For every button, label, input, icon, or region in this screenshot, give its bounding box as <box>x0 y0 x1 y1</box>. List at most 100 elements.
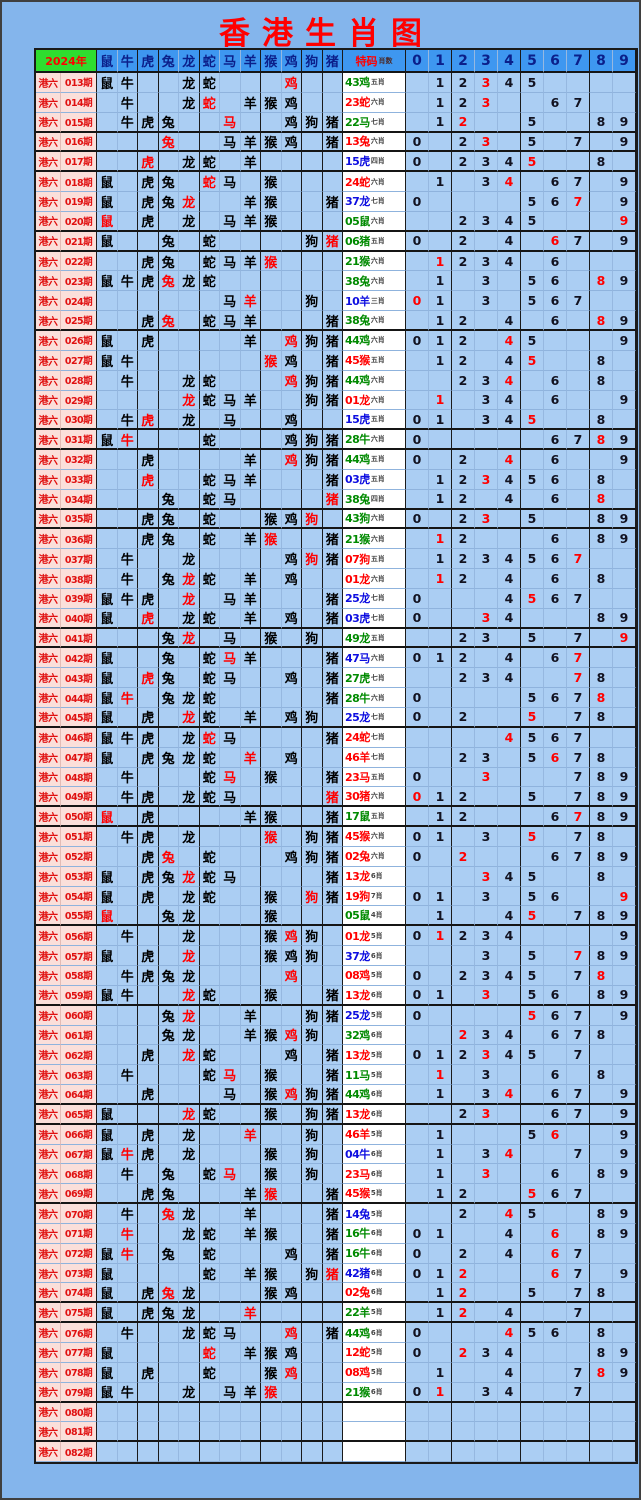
zodiac-cell: 兔 <box>158 311 179 331</box>
digit-cell <box>429 370 452 391</box>
digit-cell <box>521 1144 544 1165</box>
zodiac-cell <box>117 1283 138 1304</box>
zodiac-cell <box>97 112 118 133</box>
zodiac-cell <box>158 1263 179 1284</box>
zodiac-cell: 鸡 <box>281 1283 302 1304</box>
zodiac-cell: 羊 <box>240 469 261 490</box>
digit-cell: 2 <box>452 1025 475 1046</box>
zodiac-cell <box>220 1223 241 1244</box>
zodiac-cell: 蛇 <box>199 1323 220 1343</box>
zodiac-cell <box>117 132 138 153</box>
zodiac-cell <box>240 1442 261 1463</box>
zodiac-cell <box>179 251 200 272</box>
zodiac-cell: 猪 <box>322 489 343 510</box>
zodiac-cell: 狗 <box>302 1263 323 1284</box>
special-cell: 03虎 七肖 <box>343 608 406 629</box>
zodiac-cell: 羊 <box>240 569 261 589</box>
zodiac-cell: 狗 <box>302 946 323 966</box>
zodiac-cell <box>281 1204 302 1224</box>
digit-cell: 3 <box>475 211 498 232</box>
xiao-count-label: 七肖 <box>370 753 385 762</box>
zodiac-cell: 鸡 <box>281 330 302 351</box>
digit-cell: 3 <box>475 291 498 312</box>
digit-cell <box>567 73 590 93</box>
special-cell: 42猪 6肖 <box>343 1263 406 1284</box>
digit-cell: 5 <box>521 985 544 1006</box>
xiao-count-label: 七肖 <box>370 613 385 622</box>
zodiac-cell <box>240 1065 261 1086</box>
digit-cell <box>567 1343 590 1363</box>
zodiac-cell <box>261 1422 282 1443</box>
digit-cell <box>590 291 613 312</box>
zodiac-cell: 牛 <box>117 1243 138 1264</box>
digit-cell <box>613 1283 636 1304</box>
table-row: 港六 036期虎兔蛇羊猴猪 21猴 六肖 1 2 6 8 9 <box>36 529 636 550</box>
zodiac-cell: 猪 <box>322 1243 343 1264</box>
period-cell: 024期 <box>61 291 97 312</box>
digit-cell <box>475 708 498 728</box>
digit-cell <box>452 886 475 907</box>
digit-cell <box>521 1164 544 1185</box>
zodiac-cell: 龙 <box>179 370 200 391</box>
digit-cell: 6 <box>544 1223 567 1244</box>
xiao-count-label: 七肖 <box>370 197 385 206</box>
digit-cell <box>452 985 475 1006</box>
digit-cell <box>590 1085 613 1105</box>
zodiac-cell <box>179 648 200 669</box>
zodiac-cell: 蛇 <box>199 1045 220 1066</box>
zodiac-cell: 羊 <box>240 1382 261 1403</box>
digit-cell <box>567 1164 590 1185</box>
digit-cell <box>521 1343 544 1363</box>
special-number: 13龙 <box>345 1048 370 1062</box>
xiao-count-label: 5肖 <box>370 1189 383 1198</box>
digit-cell: 4 <box>498 390 521 411</box>
zodiac-cell: 鼠 <box>97 1124 118 1145</box>
zodiac-cell <box>220 350 241 371</box>
digit-header-cell: 4 <box>498 50 521 73</box>
zodiac-cell <box>240 787 261 808</box>
zodiac-cell: 鼠 <box>97 1104 118 1125</box>
zodiac-cell: 兔 <box>158 529 179 550</box>
zodiac-cell <box>97 1422 118 1443</box>
digit-cell <box>590 1442 613 1463</box>
zodiac-cell <box>117 1184 138 1205</box>
zodiac-cell: 兔 <box>158 172 179 193</box>
table-row: 港六 043期鼠虎兔蛇马鸡猪 27虎 七肖 2 3 4 7 8 <box>36 668 636 689</box>
zodiac-cell: 兔 <box>158 965 179 986</box>
digit-cell: 6 <box>544 430 567 451</box>
zodiac-cell <box>117 192 138 212</box>
special-number: 13龙 <box>345 870 370 884</box>
row-prefix-cell: 港六 <box>36 767 61 788</box>
digit-cell: 4 <box>498 549 521 570</box>
digit-cell <box>544 708 567 728</box>
zodiac-cell: 猪 <box>322 132 343 153</box>
digit-cell <box>544 152 567 173</box>
zodiac-cell <box>220 92 241 113</box>
digit-cell: 2 <box>452 1104 475 1125</box>
zodiac-cell <box>281 588 302 609</box>
special-number: 17鼠 <box>345 810 370 824</box>
zodiac-cell: 羊 <box>240 588 261 609</box>
zodiac-cell <box>281 866 302 887</box>
zodiac-cell: 蛇 <box>199 370 220 391</box>
xiao-count-label: 5肖 <box>370 1070 383 1079</box>
digit-cell: 9 <box>613 1343 636 1363</box>
zodiac-cell <box>220 1005 241 1026</box>
zodiac-cell: 羊 <box>240 1343 261 1363</box>
period-cell: 072期 <box>61 1243 97 1264</box>
digit-cell <box>590 628 613 649</box>
xiao-count-label: 六肖 <box>370 653 385 662</box>
digit-cell <box>475 529 498 550</box>
zodiac-cell: 鸡 <box>281 112 302 133</box>
zodiac-cell: 羊 <box>240 132 261 153</box>
zodiac-cell <box>220 1124 241 1145</box>
zodiac-cell <box>97 1085 118 1105</box>
special-number: 23马 <box>345 1167 370 1181</box>
zodiac-cell: 鼠 <box>97 807 118 828</box>
digit-cell <box>475 727 498 748</box>
zodiac-cell: 鸡 <box>281 569 302 589</box>
digit-cell: 1 <box>429 291 452 312</box>
digit-cell: 5 <box>521 132 544 153</box>
zodiac-cell: 羊 <box>240 608 261 629</box>
row-prefix-cell: 港六 <box>36 1164 61 1185</box>
